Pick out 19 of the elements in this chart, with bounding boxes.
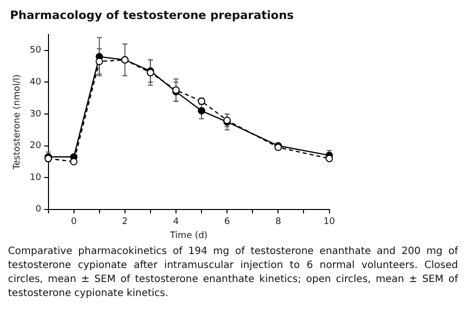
- y-tick-label: 50: [30, 46, 42, 56]
- x-tick-label: 6: [224, 217, 230, 228]
- y-tick-label: 20: [30, 141, 42, 152]
- chart-title: Pharmacology of testosterone preparations: [10, 8, 295, 22]
- text: Comparative pharmacokinetics of 194 mg of testosterone enanthate and 200 mg of testosterone cypionate after intramuscular injection to 6 normal volunteers. Closed circles, mean ± SEM of testosterone enanthate kinetics; open circles, mean ± SEM of testosterone cypionate kinetics.: [8, 245, 458, 301]
- point: [96, 58, 104, 66]
- point: [326, 154, 333, 162]
- point: [198, 107, 206, 114]
- y-axis-title: Testosterone (nmol/l): [12, 74, 23, 170]
- x-tick-label: 2: [122, 217, 128, 228]
- x-tick-label: 4: [173, 217, 180, 228]
- x-tick-label: 10: [324, 217, 336, 228]
- x-tick-label: 0: [70, 217, 77, 228]
- y-tick-label: 30: [30, 109, 42, 120]
- y-tick-label: 0: [36, 204, 42, 215]
- x-axis-title: Time (d): [168, 230, 208, 241]
- y-tick-label: 10: [30, 172, 42, 183]
- y-tick-label: 40: [30, 77, 42, 88]
- x-tick-label: 8: [275, 217, 282, 228]
